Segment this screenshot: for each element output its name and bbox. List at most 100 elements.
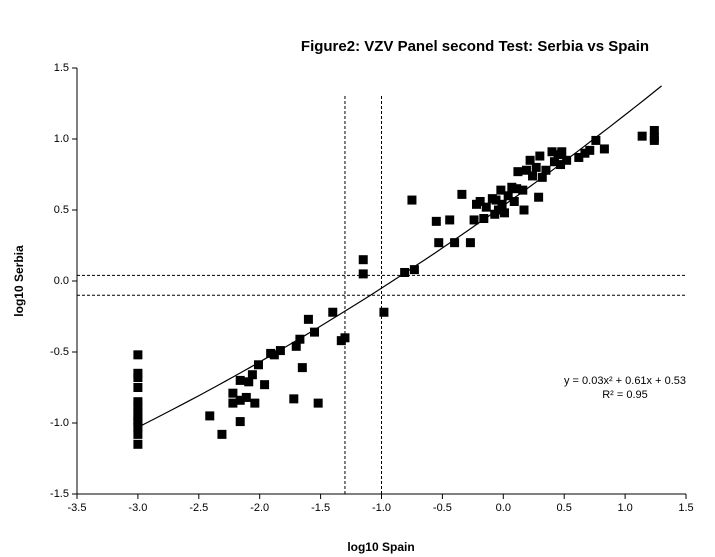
point [534,192,544,202]
point [513,167,523,177]
point [519,205,529,215]
point [340,333,350,343]
point [525,155,535,165]
x-axis-label: log10 Spain [347,540,414,554]
point [547,147,557,157]
point [328,307,338,317]
point [574,152,584,162]
point [217,429,227,439]
point [531,162,541,172]
point [591,135,601,145]
x-tick-label: 0.5 [557,502,572,514]
point [407,195,417,205]
point [528,171,538,181]
point [493,205,503,215]
y-tick-label: 1.0 [54,133,69,145]
point [450,238,460,248]
x-tick-label: -3.0 [128,502,147,514]
point [228,388,238,398]
point [496,185,506,195]
point [133,439,143,449]
point [491,195,501,205]
point [637,131,647,141]
point [379,307,389,317]
point [469,215,479,225]
point [260,380,270,390]
x-tick-label: -2.5 [189,502,208,514]
point [358,255,368,265]
point [409,265,419,275]
point [247,370,257,380]
annotation: R² = 0.95 [602,389,648,401]
x-tick-label: -1.0 [372,502,391,514]
point [475,196,485,206]
point [503,191,513,201]
x-tick-label: 1.5 [678,502,693,514]
point [549,157,559,167]
x-tick-label: 0.0 [496,502,511,514]
point [507,182,517,192]
point [133,429,143,439]
point [431,216,441,226]
x-tick-label: 1.0 [617,502,632,514]
point [228,398,238,408]
point [585,145,595,155]
y-axis-label: log10 Serbia [12,245,26,317]
point [133,350,143,360]
point [313,398,323,408]
chart-title: Figure2: VZV Panel second Test: Serbia v… [301,38,649,55]
y-tick-label: -1.0 [50,417,69,429]
point [291,341,301,351]
point [479,214,489,224]
point [535,151,545,161]
point [133,373,143,383]
point [457,189,467,199]
annotation: y = 0.03x² + 0.61x + 0.53 [564,375,686,387]
point [133,383,143,392]
point [500,208,510,218]
point [235,417,245,427]
point [521,165,531,175]
x-tick-label: -2.0 [250,502,269,514]
y-tick-label: 1.5 [54,62,69,74]
point [434,238,444,248]
point [133,401,143,411]
y-tick-label: 0.0 [54,275,69,287]
point [512,184,522,194]
point [244,377,254,387]
y-tick-label: -1.5 [50,488,69,500]
point [289,394,299,404]
point [481,202,491,212]
point [541,165,551,175]
point [557,147,567,157]
point [235,375,245,385]
point [295,334,305,344]
y-tick-label: 0.5 [54,204,69,216]
point [297,363,307,373]
x-tick-label: -3.5 [68,502,87,514]
point [205,411,215,421]
point [649,125,659,135]
point [599,144,609,154]
point [580,148,590,158]
point [253,360,263,370]
point [465,238,475,248]
point [310,327,320,337]
point [358,269,368,279]
y-tick-label: -0.5 [50,346,69,358]
point [562,155,572,165]
point [269,350,279,360]
trendline [137,85,662,428]
point [235,395,245,405]
point [509,196,519,206]
point [497,199,507,209]
point [241,392,251,402]
point [445,215,455,225]
x-tick-label: -1.5 [311,502,330,514]
point [649,135,659,145]
point [250,398,260,408]
x-tick-label: -0.5 [433,502,452,514]
point [303,314,313,324]
point [518,185,528,195]
